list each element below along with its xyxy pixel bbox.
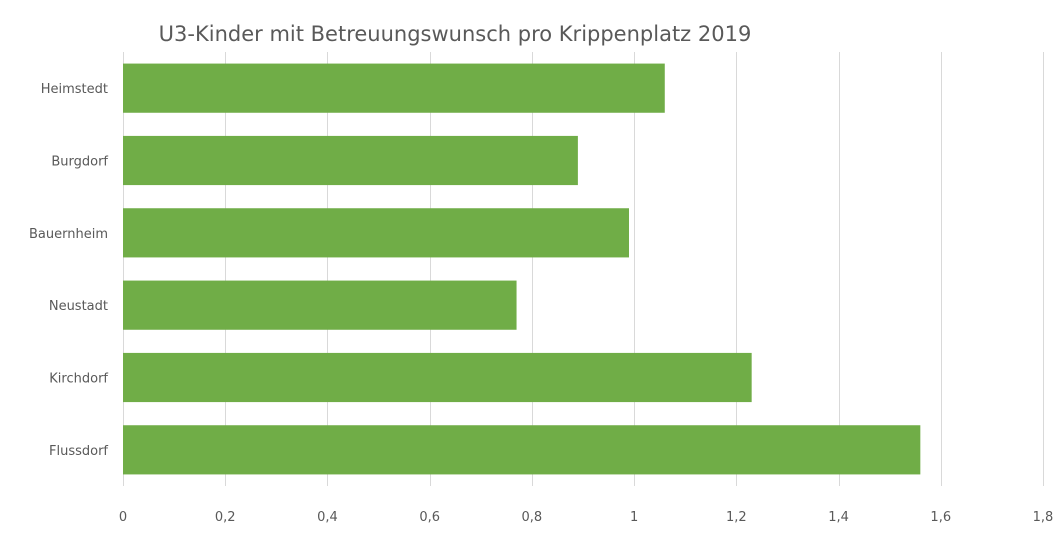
category-label: Kirchdorf	[49, 372, 108, 387]
gridlines	[123, 52, 1044, 486]
x-axis-tick-labels: 0 0,2 0,4 0,6 0,8 1 1,2 1,4 1,6 1,8	[119, 510, 1053, 525]
category-label: Bauernheim	[29, 227, 108, 242]
category-labels: Heimstedt Burgdorf Bauernheim Neustadt Kirch…	[29, 82, 108, 459]
bar-heimstedt	[123, 63, 665, 113]
category-label: Heimstedt	[41, 82, 108, 97]
bar-bauernheim	[123, 208, 629, 258]
x-tick-label: 0,4	[317, 510, 338, 525]
chart-title: U3-Kinder mit Betreuungswunsch pro Kripp…	[159, 22, 752, 46]
x-tick-label: 0	[119, 510, 127, 525]
x-tick-label: 1,8	[1033, 510, 1054, 525]
x-tick-label: 0,8	[522, 510, 543, 525]
x-tick-label: 1,6	[930, 510, 951, 525]
x-tick-label: 0,6	[419, 510, 440, 525]
bars	[123, 63, 921, 475]
bar-flussdorf	[123, 425, 921, 475]
bar-neustadt	[123, 280, 517, 330]
x-tick-label: 1,2	[726, 510, 747, 525]
bar-burgdorf	[123, 135, 578, 186]
x-tick-label: 1,4	[828, 510, 849, 525]
category-label: Flussdorf	[49, 444, 108, 459]
bar-kirchdorf	[123, 352, 752, 403]
x-tick-label: 1	[630, 510, 638, 525]
category-label: Burgdorf	[51, 155, 108, 170]
x-tick-label: 0,2	[215, 510, 236, 525]
category-label: Neustadt	[49, 299, 108, 314]
